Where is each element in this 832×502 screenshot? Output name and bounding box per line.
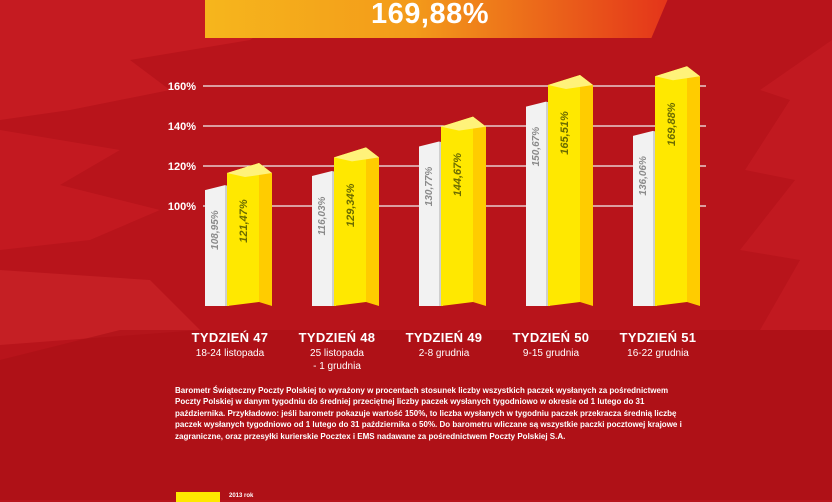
y-tick-label: 160%: [168, 81, 196, 93]
legend-swatch: [176, 492, 220, 502]
bar-yellow-side: [580, 74, 593, 306]
week-date-range: 16-22 grudnia: [627, 348, 689, 359]
bar-yellow-label: 144,67%: [452, 153, 464, 197]
week-title: TYDZIEŃ 50: [512, 330, 590, 345]
bar-yellow-top: [548, 74, 593, 89]
week-title: TYDZIEŃ 48: [298, 330, 376, 345]
description-text: Barometr Świąteczny Poczty Polskiej to w…: [175, 386, 682, 441]
y-tick-label: 100%: [168, 201, 196, 213]
bar-yellow: [441, 116, 473, 306]
week-title: TYDZIEŃ 47: [191, 330, 269, 345]
bar-yellow-top: [441, 116, 486, 131]
bar-yellow: [548, 74, 580, 306]
bar-yellow: [655, 66, 687, 307]
week-label: TYDZIEŃ 48 25 listopada - 1 grudnia: [272, 330, 402, 373]
headline-value: 169,88%: [371, 0, 489, 30]
bar-white-label: 136,06%: [638, 156, 649, 196]
bar-yellow: [227, 163, 259, 306]
headline-banner: [205, 0, 670, 38]
bar-white-label: 108,95%: [210, 210, 221, 250]
week-title: TYDZIEŃ 49: [405, 330, 483, 345]
bar-yellow-side: [366, 147, 379, 306]
bar-yellow-label: 165,51%: [559, 111, 571, 155]
week-date-range: 18-24 listopada: [195, 348, 265, 359]
bar-white: [312, 170, 332, 306]
bar-yellow-label: 129,34%: [345, 183, 357, 227]
bar-white: [419, 141, 439, 306]
bar-yellow-side: [259, 163, 272, 306]
bar-white-label: 130,77%: [424, 167, 435, 207]
week-label: TYDZIEŃ 49 2-8 grudnia: [379, 330, 509, 360]
week-label: TYDZIEŃ 47 18-24 listopada: [165, 330, 295, 360]
week-title: TYDZIEŃ 51: [619, 330, 697, 345]
bar-yellow-side: [473, 116, 486, 306]
week-label: TYDZIEŃ 50 9-15 grudnia: [486, 330, 616, 360]
bar-yellow-top: [334, 147, 379, 162]
bar-yellow-top: [227, 163, 272, 178]
bar-yellow-label: 169,88%: [666, 102, 678, 146]
y-tick-label: 120%: [168, 161, 196, 173]
legend-label: 2013 rok: [229, 493, 254, 499]
bar-white: [205, 185, 225, 306]
bar-white-label: 150,67%: [531, 127, 542, 167]
week-date-range: 25 listopada - 1 grudnia: [310, 348, 364, 372]
bar-yellow-side: [687, 66, 700, 307]
week-date-range: 9-15 grudnia: [522, 348, 580, 359]
bar-white: [633, 130, 653, 306]
week-date-range: 2-8 grudnia: [418, 348, 470, 359]
bar-yellow-label: 121,47%: [238, 199, 250, 243]
bar-white: [526, 101, 546, 306]
bar-chart: 100% 120% 140% 160% 108,95% 121,47% 116,03% 129…: [168, 66, 706, 307]
week-label: TYDZIEŃ 51 16-22 grudnia: [593, 330, 723, 360]
bar-yellow-top: [655, 66, 700, 81]
y-tick-label: 140%: [168, 121, 196, 133]
bar-white-label: 116,03%: [317, 196, 328, 235]
bar-yellow: [334, 147, 366, 306]
